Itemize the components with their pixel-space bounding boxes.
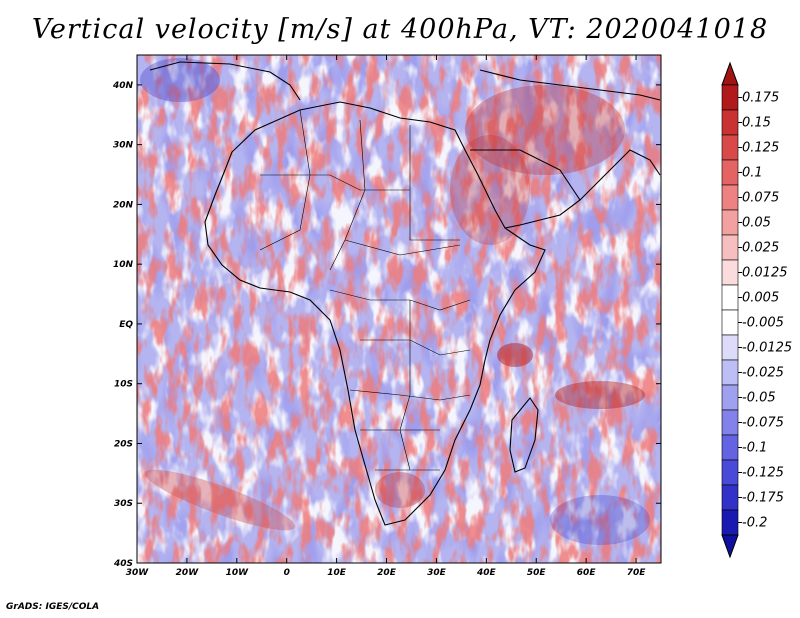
lat-tick-label: 20S: [114, 439, 133, 449]
lon-tick-label: 0: [284, 568, 290, 578]
latitude-ticks: 40N 30N 20N 10N EQ 10S 20S 30S 40S: [112, 81, 661, 569]
colorbar-swatch: [721, 234, 739, 261]
lat-tick-label: 10N: [113, 260, 134, 270]
colorbar-swatch: [721, 134, 739, 161]
colorbar-swatch: [721, 334, 739, 361]
colorbar-label: 0.175: [742, 91, 779, 106]
colorbar-label: -0.1: [742, 441, 767, 456]
lon-tick-label: 60E: [577, 568, 597, 578]
lon-tick-label: 40E: [476, 568, 497, 578]
colorbar-label: 0.125: [742, 141, 779, 156]
lon-tick-label: 70E: [627, 568, 647, 578]
colorbar-label: -0.2: [742, 516, 767, 531]
lat-tick-label: EQ: [119, 320, 133, 330]
lat-tick-label: 40N: [112, 81, 134, 91]
colorbar-swatch: [721, 259, 739, 286]
colorbar-swatch: [721, 409, 739, 436]
credit-label: GrADS: IGES/COLA: [6, 602, 100, 612]
colorbar-swatch: [721, 309, 739, 336]
colorbar-swatch: [721, 384, 739, 411]
colorbar-swatch: [721, 359, 739, 386]
colorbar-label: -0.005: [742, 316, 784, 331]
colorbar-swatch: [721, 459, 739, 486]
colorbar-label: -0.075: [742, 416, 784, 431]
colorbar: 0.175 0.15 0.125 0.1 0.075 0.05 0.025 0.0125 0.0…: [721, 61, 792, 559]
lon-tick-label: 20E: [377, 568, 397, 578]
map-frame: [136, 54, 662, 564]
lon-tick-label: 10E: [327, 568, 347, 578]
colorbar-swatch: [721, 84, 739, 111]
colorbar-label: -0.025: [742, 366, 784, 381]
country-borders: [259, 109, 471, 471]
coastlines: [149, 61, 661, 526]
colorbar-swatch: [721, 109, 739, 136]
colorbar-label: -0.125: [742, 466, 784, 481]
colorbar-label: -0.05: [742, 391, 776, 406]
colorbar-label: -0.175: [742, 491, 784, 506]
colorbar-swatch: [721, 509, 739, 536]
lon-tick-label: 30E: [427, 568, 447, 578]
colorbar-swatch: [721, 484, 739, 511]
colorbar-swatch: [721, 184, 739, 211]
lat-tick-label: 10S: [114, 380, 133, 390]
colorbar-label: 0.005: [742, 291, 779, 306]
lon-tick-label: 20W: [176, 568, 200, 578]
lat-tick-label: 30N: [113, 141, 134, 151]
colorbar-label: -0.0125: [742, 341, 792, 356]
colorbar-swatch: [721, 434, 739, 461]
longitude-ticks: 30W 20W 10W 0 10E 20E 30E 40E 50E 60E 70E: [126, 55, 646, 578]
lon-tick-label: 50E: [527, 568, 547, 578]
lon-tick-label: 10W: [226, 568, 250, 578]
velocity-field: [137, 55, 661, 563]
colorbar-label: 0.0125: [742, 266, 788, 281]
colorbar-label: 0.15: [742, 116, 771, 131]
colorbar-label: 0.025: [742, 241, 779, 256]
colorbar-label: 0.1: [742, 166, 763, 181]
lat-tick-label: 20N: [113, 200, 134, 210]
colorbar-swatch: [721, 159, 739, 186]
colorbar-swatch: [721, 209, 739, 236]
lat-tick-label: 40S: [113, 559, 133, 569]
lat-tick-label: 30S: [114, 499, 133, 509]
lon-tick-label: 30W: [126, 568, 150, 578]
colorbar-label: 0.075: [742, 191, 779, 206]
colorbar-swatch: [721, 284, 739, 311]
colorbar-max-arrow: [721, 61, 739, 86]
map-title: Vertical velocity [m/s] at 400hPa, VT: 2…: [31, 14, 769, 45]
colorbar-min-arrow: [721, 534, 739, 559]
colorbar-label: 0.05: [742, 216, 771, 231]
